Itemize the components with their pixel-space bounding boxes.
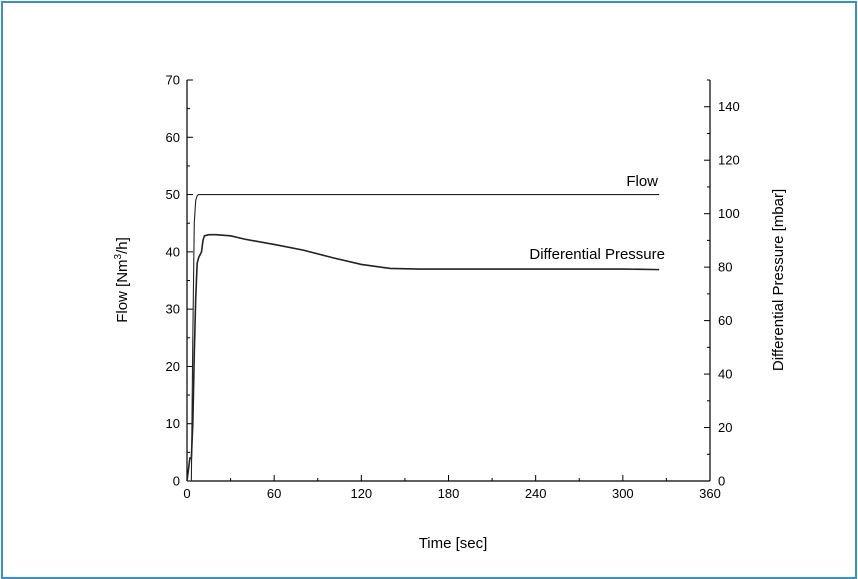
tick-marks (186, 79, 711, 482)
y-right-tick-label-60: 60 (718, 313, 732, 328)
y-right-tick-label-0: 0 (718, 474, 725, 489)
x-tick-label-0: 0 (183, 486, 190, 501)
x-tick-label-240: 240 (525, 486, 547, 501)
y-left-tick-label-40: 40 (166, 244, 180, 259)
series-lines (186, 194, 660, 482)
series-line-flow (187, 194, 660, 482)
y-right-tick-label-20: 20 (718, 420, 732, 435)
x-axis-title: Time [sec] (419, 535, 488, 552)
x-tick-label-180: 180 (438, 486, 460, 501)
y-right-tick-label-120: 120 (718, 153, 740, 168)
chart-svg: 0 60 120 180 240 300 3600102030405060700204060… (113, 73, 787, 553)
x-tick-label-300: 300 (612, 486, 634, 501)
y-left-tick-label-50: 50 (166, 187, 180, 202)
series-label-flow: Flow (626, 173, 658, 190)
series-label-differential-pressure: Differential Pressure (529, 246, 665, 263)
y-left-tick-label-70: 70 (166, 73, 180, 88)
y-axis-left-title: Flow [Nm3/h] (113, 237, 131, 323)
y-right-tick-label-40: 40 (718, 367, 732, 382)
y-axis-left-title-unit: /h] (114, 237, 131, 254)
y-axis-left-title-main: Flow [Nm (114, 259, 131, 322)
y-right-tick-label-80: 80 (718, 260, 732, 275)
y-left-tick-label-0: 0 (173, 474, 180, 489)
y-left-tick-label-20: 20 (166, 359, 180, 374)
y-right-tick-label-100: 100 (718, 206, 740, 221)
y-left-tick-label-10: 10 (166, 416, 180, 431)
y-right-tick-label-140: 140 (718, 99, 740, 114)
series-line-differential-pressure (186, 233, 660, 482)
x-tick-label-120: 120 (350, 486, 372, 501)
x-tick-label-60: 60 (267, 486, 281, 501)
y-left-tick-label-60: 60 (166, 130, 180, 145)
y-axis-right-title: Differential Pressure [mbar] (770, 189, 787, 371)
tick-labels: 0 60 120 180 240 300 3600102030405060700204060… (166, 73, 740, 502)
x-tick-label-360: 360 (699, 486, 721, 501)
y-left-tick-label-30: 30 (166, 302, 180, 317)
y-axis-left-title-superscript: 3 (113, 253, 124, 259)
